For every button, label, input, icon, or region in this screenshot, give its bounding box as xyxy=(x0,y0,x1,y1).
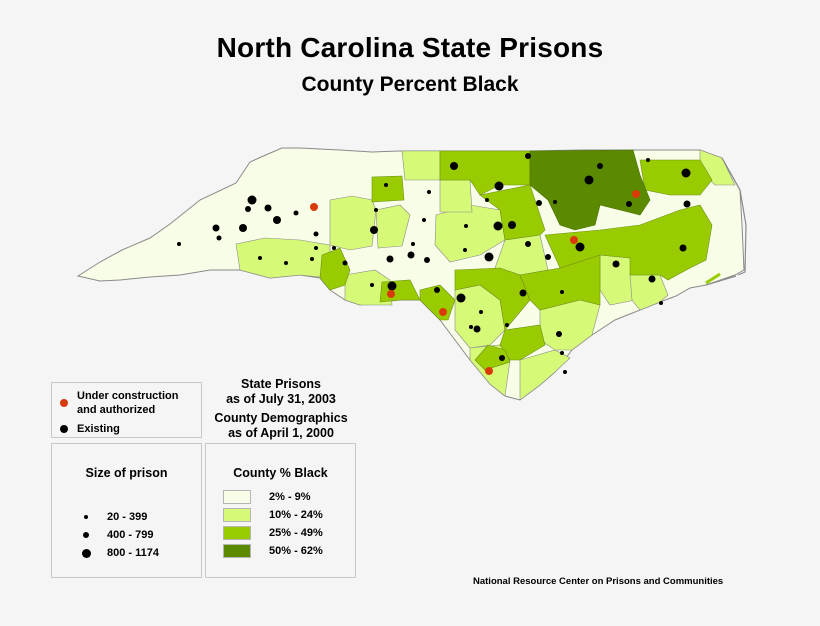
legend-county-percent: County % Black 2% - 9% 10% - 24% 25% - 4… xyxy=(205,443,356,578)
prisons-date-line1: State Prisons xyxy=(241,377,321,391)
legend-pct-label: 2% - 9% xyxy=(269,491,311,503)
legend-size-large: 800 - 1174 xyxy=(77,547,159,559)
swatch-2-9 xyxy=(223,490,251,504)
legend-size-label: 20 - 399 xyxy=(107,511,148,523)
legend-pct-label: 10% - 24% xyxy=(269,509,323,521)
legend-size-label: 800 - 1174 xyxy=(107,547,159,559)
large-dot-icon xyxy=(81,548,91,558)
demographics-date-line2: as of April 1, 2000 xyxy=(228,426,334,440)
legend-pct-label: 25% - 49% xyxy=(269,527,323,539)
outer-banks xyxy=(705,157,747,286)
legend-size-title: Size of prison xyxy=(85,466,168,480)
prisons-date-note: State Prisons as of July 31, 2003 xyxy=(203,377,359,407)
legend-size-medium: 400 - 799 xyxy=(77,529,153,541)
existing-prisons xyxy=(177,153,691,374)
red-dot-icon xyxy=(60,399,68,407)
swatch-10-24 xyxy=(223,508,251,522)
swatch-50-62 xyxy=(223,544,251,558)
legend-prison-status: Under construction and authorized Existi… xyxy=(51,382,202,438)
demographics-date-note: County Demographics as of April 1, 2000 xyxy=(203,411,359,441)
legend-label-line1: Under construction xyxy=(77,390,179,402)
region-50-62 xyxy=(529,149,651,231)
source-credit: National Resource Center on Prisons and … xyxy=(473,576,724,587)
legend-label-under-construction: Under construction and authorized xyxy=(77,389,178,417)
medium-dot-icon xyxy=(83,532,89,538)
legend-label-line2: and authorized xyxy=(77,404,156,416)
legend-pct-title: County % Black xyxy=(233,466,328,480)
legend-pct-item: 25% - 49% xyxy=(223,526,323,540)
prisons-date-line2: as of July 31, 2003 xyxy=(226,392,336,406)
swatch-25-49 xyxy=(223,526,251,540)
map-title: North Carolina State Prisons xyxy=(216,32,604,63)
legend-prison-size: Size of prison 20 - 399 400 - 799 800 - … xyxy=(51,443,202,578)
construction-prisons xyxy=(310,190,640,375)
legend-item-under-construction: Under construction and authorized xyxy=(60,389,178,417)
legend-pct-label: 50% - 62% xyxy=(269,545,323,557)
legend-pct-item: 50% - 62% xyxy=(223,544,323,558)
legend-item-existing: Existing xyxy=(60,423,120,435)
region-25-49 xyxy=(319,150,713,371)
demographics-date-line1: County Demographics xyxy=(214,411,348,425)
legend-size-small: 20 - 399 xyxy=(77,511,147,523)
small-dot-icon xyxy=(84,515,88,519)
outer-banks-green xyxy=(705,272,721,285)
legend-pct-item: 2% - 9% xyxy=(223,490,311,504)
black-dot-icon xyxy=(60,425,68,433)
legend-label-existing: Existing xyxy=(77,423,120,435)
map-subtitle: County Percent Black xyxy=(301,73,519,96)
legend-pct-item: 10% - 24% xyxy=(223,508,323,522)
legend-size-label: 400 - 799 xyxy=(107,529,154,541)
